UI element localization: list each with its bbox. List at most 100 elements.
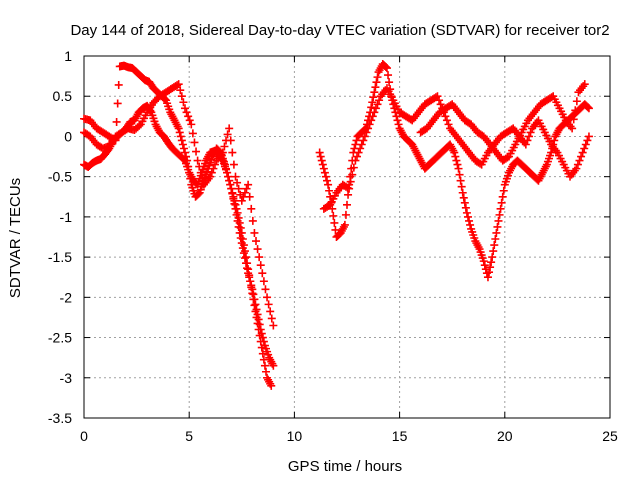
ticks: 0 5 10 15 20 25 1 0.5 0 -0.5 -1 -1.5 -2 -2.5 -3 -3.5 xyxy=(48,48,618,444)
y-tick-label: -3.5 xyxy=(48,410,72,426)
data-point xyxy=(236,223,245,232)
data-point xyxy=(487,258,496,267)
data-point xyxy=(112,117,121,126)
data-point xyxy=(263,293,272,302)
data-point xyxy=(367,103,376,112)
data-point xyxy=(584,132,593,141)
data-point xyxy=(373,100,382,109)
data-point xyxy=(572,164,581,173)
data-point xyxy=(246,277,255,286)
data-point xyxy=(250,228,259,237)
data-point xyxy=(381,63,390,72)
data-point xyxy=(318,160,327,169)
data-point xyxy=(222,164,231,173)
data-point xyxy=(232,204,241,213)
y-axis-label: SDTVAR / TECUs xyxy=(7,178,24,298)
data-point xyxy=(324,201,333,210)
y-tick-label: 1 xyxy=(64,48,72,64)
data-point xyxy=(372,78,381,87)
data-point xyxy=(489,247,498,256)
data-point xyxy=(182,108,191,117)
data-point xyxy=(462,208,471,217)
data-point xyxy=(187,120,196,129)
data-point xyxy=(247,283,256,292)
data-point xyxy=(240,247,249,256)
data-point xyxy=(266,307,275,316)
data-point xyxy=(240,254,249,263)
data-point xyxy=(550,136,559,145)
data-point xyxy=(176,86,185,95)
x-tick-label: 0 xyxy=(80,428,88,444)
data-point xyxy=(317,156,326,165)
data-point xyxy=(488,253,497,262)
data-point xyxy=(258,349,267,358)
data-point xyxy=(348,170,357,179)
data-point xyxy=(442,116,451,125)
data-point xyxy=(465,216,474,225)
data-point xyxy=(235,218,244,227)
data-point xyxy=(178,140,187,149)
data-point xyxy=(225,124,234,133)
data-point xyxy=(460,198,469,207)
data-point xyxy=(343,200,351,209)
data-point xyxy=(526,128,535,137)
data-point xyxy=(248,216,257,225)
data-point xyxy=(329,211,338,220)
data-point xyxy=(269,321,278,330)
data-point xyxy=(330,218,339,227)
data-point xyxy=(184,162,193,171)
data-point xyxy=(345,184,354,193)
data-point xyxy=(228,148,237,157)
data-point xyxy=(456,176,465,185)
data-point xyxy=(521,140,530,149)
data-point xyxy=(237,228,246,237)
data-point xyxy=(177,92,186,101)
data-point xyxy=(496,204,505,213)
x-tick-label: 15 xyxy=(392,428,408,444)
data-point xyxy=(571,106,580,115)
data-point xyxy=(577,152,586,161)
data-point xyxy=(573,160,582,169)
data-point xyxy=(245,192,254,201)
data-point xyxy=(365,120,374,129)
data-point xyxy=(453,160,462,169)
data-point xyxy=(223,168,232,177)
data-point xyxy=(578,148,587,157)
data-point xyxy=(253,245,262,254)
data-point xyxy=(220,160,229,169)
data-point xyxy=(228,188,237,197)
data-point xyxy=(572,97,581,106)
data-point xyxy=(250,301,259,310)
data-point xyxy=(249,295,258,304)
data-point xyxy=(457,182,466,191)
data-point xyxy=(261,367,270,376)
data-point xyxy=(233,178,242,187)
data-point xyxy=(490,241,499,250)
data-point xyxy=(356,144,365,153)
data-point xyxy=(175,128,184,137)
chart-title: Day 144 of 2018, Sidereal Day-to-day VTE… xyxy=(70,22,609,39)
data-point xyxy=(370,88,379,97)
x-tick-label: 10 xyxy=(287,428,303,444)
data-point xyxy=(583,136,592,145)
data-point xyxy=(523,136,532,145)
data-point xyxy=(210,160,219,169)
data-point xyxy=(382,64,391,73)
data-point xyxy=(461,203,470,212)
data-point xyxy=(185,116,194,125)
data-point xyxy=(320,168,329,177)
data-point xyxy=(568,124,577,133)
x-tick-label: 25 xyxy=(602,428,618,444)
data-point xyxy=(223,130,232,139)
data-point xyxy=(196,168,205,177)
data-point xyxy=(185,168,194,177)
data-point xyxy=(258,269,267,278)
data-point xyxy=(368,112,377,121)
data-point xyxy=(584,104,593,113)
grid xyxy=(84,56,610,418)
data-point xyxy=(256,337,265,346)
data-point xyxy=(346,177,355,186)
data-point xyxy=(254,325,263,334)
data-point xyxy=(135,121,144,130)
